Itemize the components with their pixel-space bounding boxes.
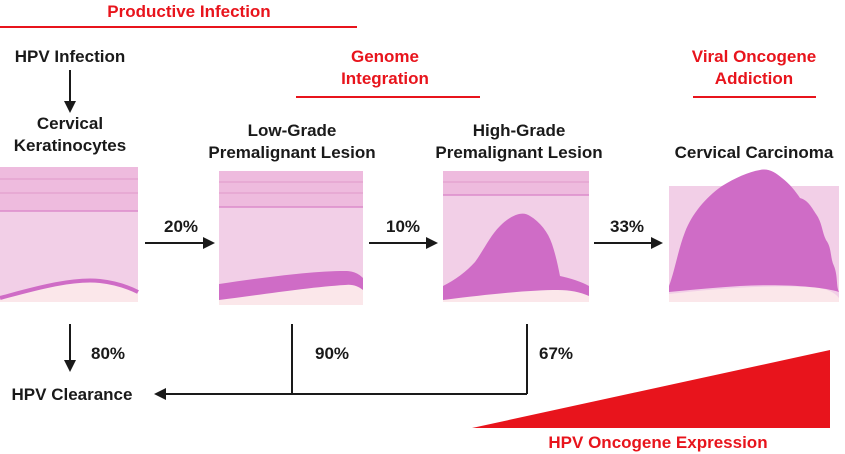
- oncogene-expression-label: HPV Oncogene Expression: [548, 433, 767, 452]
- cervical-keratinocytes-line2: Keratinocytes: [14, 136, 126, 155]
- clearance-return-arrowhead: [154, 388, 166, 400]
- lowgrade-lesion-line1: Low-Grade: [248, 121, 337, 140]
- clearance-down-arrowhead: [64, 360, 76, 372]
- arrow-highgrade-to-carcinoma-head: [651, 237, 663, 249]
- lowgrade-tissue-panel: [219, 171, 363, 305]
- normal-tissue-panel: [0, 167, 139, 302]
- productive-infection-label: Productive Infection: [107, 2, 270, 21]
- cervical-keratinocytes-line1: Cervical: [37, 114, 103, 133]
- hpv-infection-label: HPV Infection: [15, 47, 126, 66]
- highgrade-lesion-line1: High-Grade: [473, 121, 566, 140]
- viral-addiction-label-line2: Addiction: [715, 69, 793, 88]
- highgrade-lesion-line2: Premalignant Lesion: [435, 143, 602, 162]
- carcinoma-tissue-panel: [669, 169, 839, 302]
- normal-to-lowgrade-percent: 20%: [164, 217, 198, 236]
- normal-clearance-percent: 80%: [91, 344, 125, 363]
- genome-integration-label-line1: Genome: [351, 47, 419, 66]
- hpv-clearance-label: HPV Clearance: [12, 385, 133, 404]
- cervical-carcinoma-label: Cervical Carcinoma: [675, 143, 834, 162]
- arrow-normal-to-lowgrade-head: [203, 237, 215, 249]
- highgrade-clearance-percent: 67%: [539, 344, 573, 363]
- oncogene-expression-wedge: [472, 350, 830, 428]
- lowgrade-lesion-line2: Premalignant Lesion: [208, 143, 375, 162]
- infection-down-arrowhead: [64, 101, 76, 113]
- highgrade-tissue-panel: [443, 171, 589, 302]
- lowgrade-clearance-percent: 90%: [315, 344, 349, 363]
- genome-integration-label-line2: Integration: [341, 69, 429, 88]
- viral-addiction-label-line1: Viral Oncogene: [692, 47, 816, 66]
- arrow-lowgrade-to-highgrade-head: [426, 237, 438, 249]
- lowgrade-to-highgrade-percent: 10%: [386, 217, 420, 236]
- highgrade-to-carcinoma-percent: 33%: [610, 217, 644, 236]
